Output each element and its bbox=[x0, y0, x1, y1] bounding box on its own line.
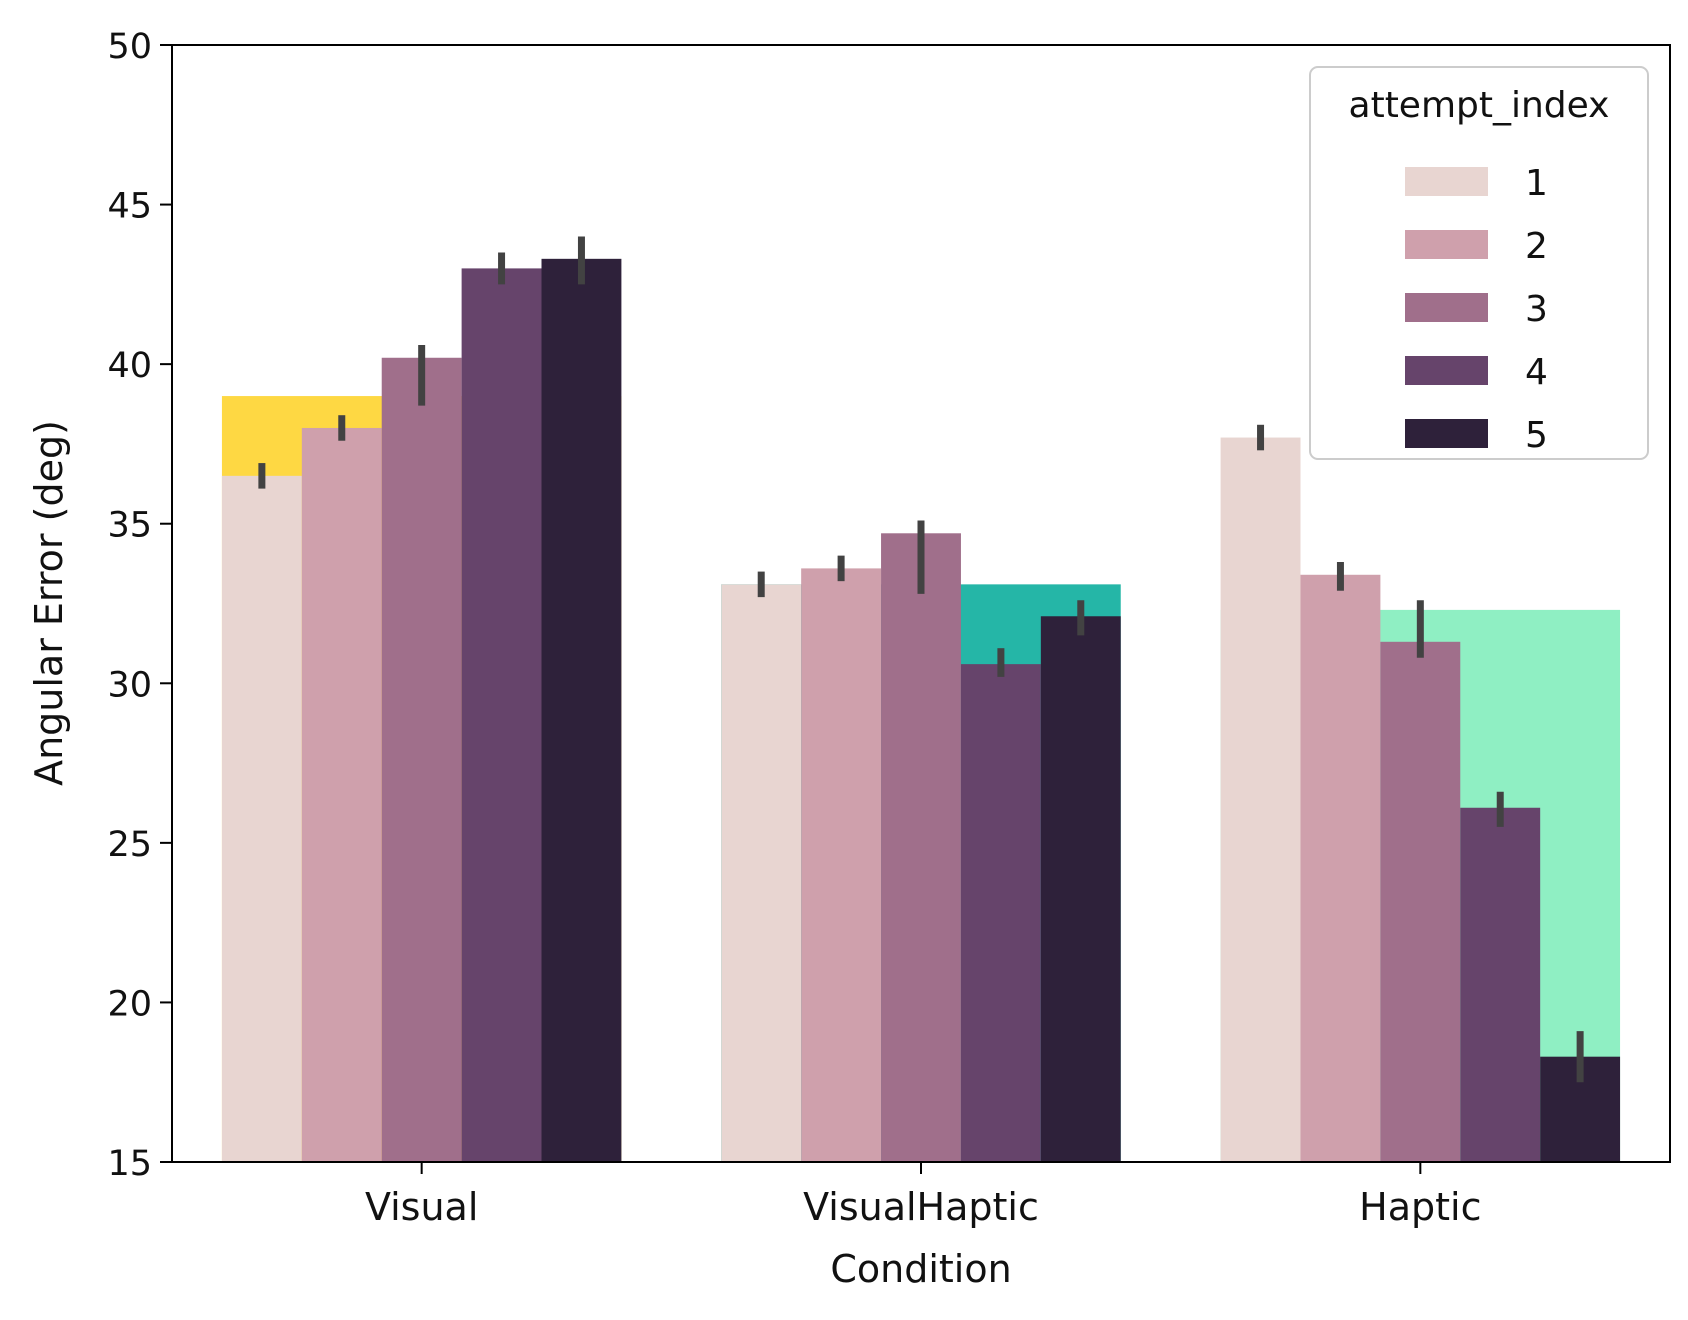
y-tick-label: 20 bbox=[107, 984, 152, 1024]
x-axis-label: Condition bbox=[830, 1247, 1011, 1291]
bars bbox=[221, 258, 1621, 1163]
error-bars bbox=[258, 236, 1584, 1083]
bar-visualhaptic-3 bbox=[881, 533, 961, 1162]
y-tick-label: 30 bbox=[107, 665, 152, 705]
legend-box bbox=[1309, 66, 1649, 460]
bar-visualhaptic-4 bbox=[960, 664, 1041, 1162]
bar-visual-3 bbox=[381, 357, 462, 1162]
legend-swatch-4 bbox=[1405, 356, 1488, 385]
y-tick-label: 35 bbox=[107, 506, 152, 546]
legend-swatch-1 bbox=[1405, 167, 1488, 196]
legend-label-2: 2 bbox=[1525, 226, 1548, 267]
legend-title: attempt_index bbox=[1349, 85, 1610, 126]
legend-label-5: 5 bbox=[1525, 415, 1548, 456]
bar-visual-5 bbox=[541, 258, 622, 1163]
legend-swatch-2 bbox=[1405, 230, 1488, 259]
bar-haptic-4 bbox=[1460, 807, 1541, 1162]
bar-visual-4 bbox=[461, 268, 542, 1162]
legend-swatch-5 bbox=[1405, 419, 1488, 448]
bar-visualhaptic-1 bbox=[721, 584, 802, 1162]
bar-visual-1 bbox=[221, 475, 302, 1162]
legend-label-3: 3 bbox=[1525, 289, 1548, 330]
x-tick-label: VisualHaptic bbox=[803, 1185, 1039, 1229]
legend-label-4: 4 bbox=[1525, 352, 1548, 393]
y-tick-label: 15 bbox=[107, 1144, 152, 1184]
y-tick-label: 50 bbox=[107, 27, 152, 67]
legend-label-1: 1 bbox=[1525, 163, 1548, 204]
x-tick-label: Visual bbox=[365, 1185, 478, 1229]
bar-haptic-1 bbox=[1220, 437, 1301, 1162]
y-axis: 15 20 25 30 35 40 45 50 bbox=[107, 27, 172, 1184]
y-tick-label: 40 bbox=[107, 346, 152, 386]
x-axis: Visual VisualHaptic Haptic bbox=[365, 1162, 1482, 1229]
y-tick-label: 25 bbox=[107, 825, 152, 865]
y-tick-label: 45 bbox=[107, 187, 152, 227]
bar-visual-2 bbox=[301, 427, 382, 1162]
x-tick-label: Haptic bbox=[1359, 1185, 1481, 1229]
y-axis-label: Angular Error (deg) bbox=[27, 420, 71, 786]
bar-visualhaptic-5 bbox=[1040, 616, 1121, 1162]
legend-swatch-3 bbox=[1405, 293, 1488, 322]
legend: attempt_index 1 2 3 4 5 bbox=[1309, 66, 1649, 460]
bar-visualhaptic-2 bbox=[801, 568, 882, 1162]
bar-haptic-2 bbox=[1300, 574, 1381, 1162]
bar-haptic-3 bbox=[1380, 641, 1461, 1162]
